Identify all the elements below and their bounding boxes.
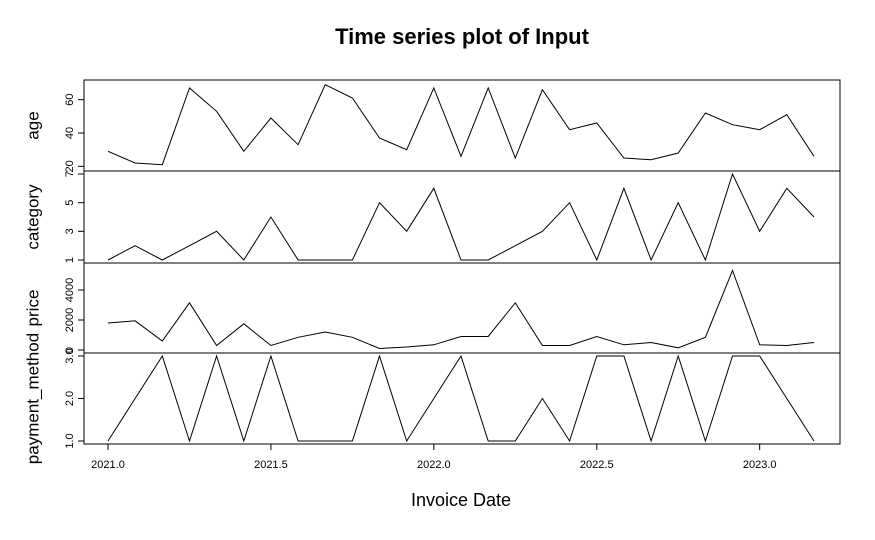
y-axis-label-category: category	[24, 184, 43, 250]
panel-price: 0 2000 4000 price	[24, 262, 841, 354]
series-line-age	[107, 84, 815, 166]
panel-category: 1 3 5 7 category	[24, 170, 841, 264]
x-tick-label: 2023.0	[743, 459, 777, 471]
series-line-category	[107, 172, 815, 262]
y-tick-label: 0	[64, 347, 76, 353]
panel-age: 20 40 60 age	[24, 79, 841, 172]
panel-payment_method: 1.0 2.0 3.0 payment_method	[24, 333, 841, 464]
panel-frame	[83, 79, 841, 172]
x-axis: 2021.0 2021.5 2022.0 2022.5 2023.0	[91, 444, 777, 471]
x-tick-label: 2021.0	[91, 459, 125, 471]
y-tick-label: 7	[64, 171, 76, 177]
y-tick-label: 3	[64, 228, 76, 234]
panel-frame	[83, 262, 841, 354]
chart-title: Time series plot of Input	[335, 24, 590, 49]
series-line-payment_method	[107, 354, 815, 443]
y-tick-label: 2.0	[64, 391, 76, 406]
y-tick-label: 5	[64, 200, 76, 206]
y-axis-label-age: age	[24, 111, 43, 139]
panels: 20 40 60 age 1 3 5 7 category 0 2000 4000 price 1.0 2.…	[24, 79, 841, 464]
y-tick-label: 40	[64, 127, 76, 139]
y-tick-label: 4000	[64, 278, 76, 302]
y-tick-label: 2000	[64, 308, 76, 332]
y-tick-label: 1	[64, 257, 76, 263]
y-axis-label-price: price	[24, 290, 43, 327]
x-tick-label: 2022.0	[417, 459, 451, 471]
y-tick-label: 1.0	[64, 433, 76, 448]
x-tick-label: 2022.5	[580, 459, 614, 471]
panel-frame	[83, 170, 841, 264]
y-axis-label-payment_method: payment_method	[24, 333, 43, 464]
x-tick-label: 2021.5	[254, 459, 288, 471]
y-tick-label: 20	[64, 160, 76, 172]
x-axis-label: Invoice Date	[411, 490, 511, 510]
y-tick-label: 3.0	[64, 348, 76, 363]
panel-frame	[83, 352, 841, 445]
series-line-price	[107, 269, 815, 350]
y-tick-label: 60	[64, 94, 76, 106]
